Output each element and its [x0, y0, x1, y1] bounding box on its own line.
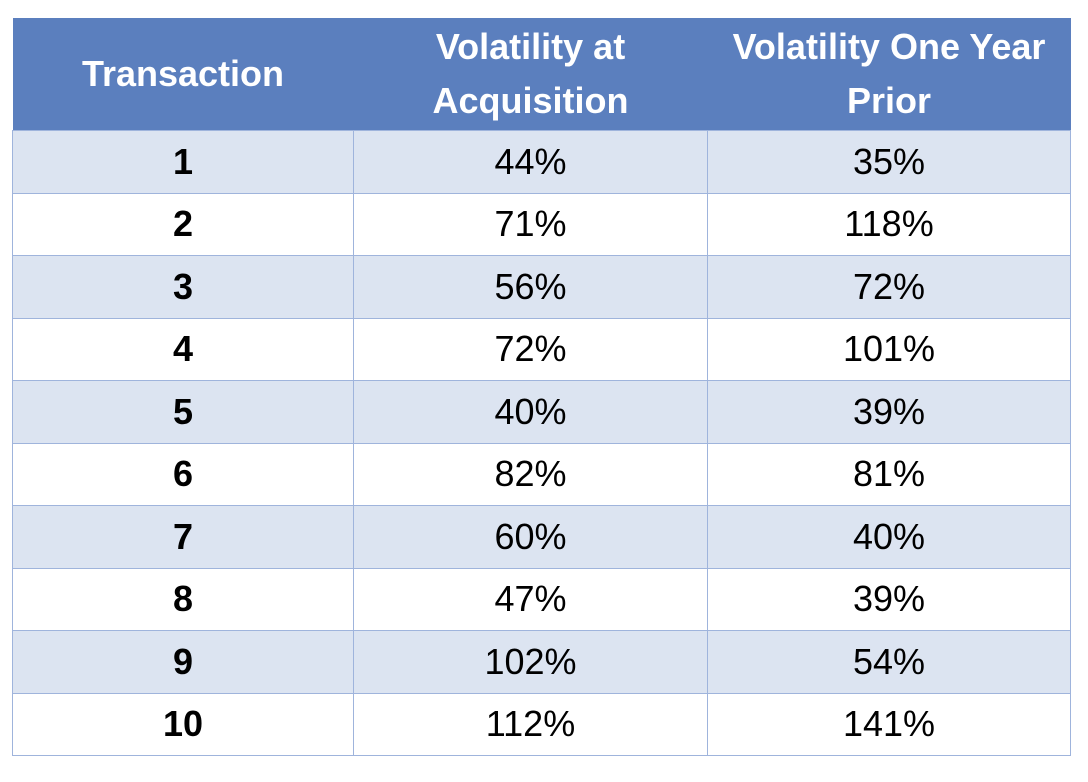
volatility-one-year-prior-cell: 118%	[707, 192, 1071, 256]
transaction-cell: 3	[12, 255, 354, 319]
table-body: 1 44% 35% 2 71% 118% 3 56% 72% 4 72% 101% 5 40% 39% 6 82…	[12, 130, 1071, 756]
volatility-at-acquisition-cell: 60%	[353, 505, 708, 569]
table-header: Transaction Volatility at Acquisition Vo…	[12, 18, 1071, 131]
volatility-at-acquisition-cell: 44%	[353, 130, 708, 194]
table-row: 5 40% 39%	[12, 380, 1071, 444]
table-row: 6 82% 81%	[12, 442, 1071, 506]
table-row: 10 112% 141%	[12, 692, 1071, 756]
volatility-table-container: Transaction Volatility at Acquisition Vo…	[12, 18, 1071, 756]
transaction-cell: 8	[12, 567, 354, 631]
volatility-one-year-prior-cell: 81%	[707, 442, 1071, 506]
volatility-at-acquisition-cell: 56%	[353, 255, 708, 319]
volatility-at-acquisition-cell: 47%	[353, 567, 708, 631]
volatility-at-acquisition-cell: 40%	[353, 380, 708, 444]
table-row: 9 102% 54%	[12, 630, 1071, 694]
transaction-cell: 2	[12, 192, 354, 256]
volatility-at-acquisition-cell: 102%	[353, 630, 708, 694]
transaction-cell: 4	[12, 317, 354, 381]
volatility-one-year-prior-cell: 101%	[707, 317, 1071, 381]
volatility-at-acquisition-cell: 82%	[353, 442, 708, 506]
table-row: 8 47% 39%	[12, 567, 1071, 631]
volatility-one-year-prior-cell: 35%	[707, 130, 1071, 194]
column-header-volatility-one-year-prior: Volatility One Year Prior	[707, 18, 1071, 131]
transaction-cell: 6	[12, 442, 354, 506]
volatility-one-year-prior-cell: 39%	[707, 567, 1071, 631]
volatility-at-acquisition-cell: 71%	[353, 192, 708, 256]
volatility-one-year-prior-cell: 40%	[707, 505, 1071, 569]
volatility-one-year-prior-cell: 54%	[707, 630, 1071, 694]
table-row: 1 44% 35%	[12, 130, 1071, 194]
volatility-table: Transaction Volatility at Acquisition Vo…	[12, 18, 1071, 756]
transaction-cell: 7	[12, 505, 354, 569]
header-row: Transaction Volatility at Acquisition Vo…	[12, 18, 1071, 131]
column-header-transaction: Transaction	[12, 18, 354, 131]
table-row: 2 71% 118%	[12, 192, 1071, 256]
column-header-volatility-at-acquisition: Volatility at Acquisition	[353, 18, 708, 131]
volatility-one-year-prior-cell: 141%	[707, 692, 1071, 756]
transaction-cell: 10	[12, 692, 354, 756]
table-row: 4 72% 101%	[12, 317, 1071, 381]
volatility-at-acquisition-cell: 72%	[353, 317, 708, 381]
volatility-at-acquisition-cell: 112%	[353, 692, 708, 756]
transaction-cell: 5	[12, 380, 354, 444]
transaction-cell: 1	[12, 130, 354, 194]
volatility-one-year-prior-cell: 39%	[707, 380, 1071, 444]
table-row: 7 60% 40%	[12, 505, 1071, 569]
volatility-one-year-prior-cell: 72%	[707, 255, 1071, 319]
table-row: 3 56% 72%	[12, 255, 1071, 319]
transaction-cell: 9	[12, 630, 354, 694]
